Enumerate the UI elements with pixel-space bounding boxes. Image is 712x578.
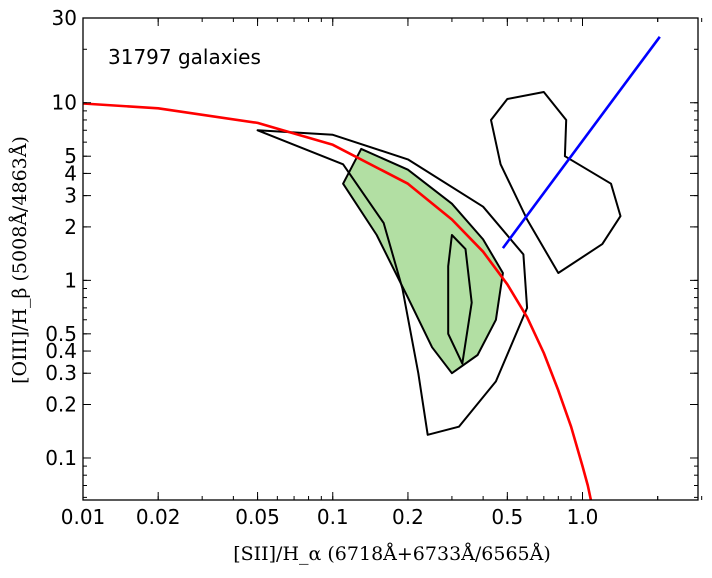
y-tick-label: 2 bbox=[64, 215, 77, 239]
y-axis-label: [OIII]/H_β (5008Å/4863Å) bbox=[9, 136, 31, 384]
y-tick-label: 1 bbox=[64, 268, 77, 292]
x-tick-label: 0.5 bbox=[491, 505, 523, 529]
y-tick-label: 4 bbox=[64, 161, 77, 185]
x-tick-label: 1.0 bbox=[567, 505, 599, 529]
y-tick-label: 3 bbox=[64, 184, 77, 208]
density-contour bbox=[342, 147, 504, 375]
x-axis-label: [SII]/H_α (6718Å+6733Å/6565Å) bbox=[233, 543, 551, 565]
x-tick-label: 0.01 bbox=[61, 505, 106, 529]
plot-frame bbox=[82, 17, 699, 501]
y-tick-label: 0.1 bbox=[45, 446, 77, 470]
x-tick-label: 0.2 bbox=[392, 505, 424, 529]
y-tick-label: 5 bbox=[64, 144, 77, 168]
y-tick-label: 0.5 bbox=[45, 322, 77, 346]
y-tick-label: 30 bbox=[52, 6, 77, 30]
liner-seyfert-line bbox=[501, 36, 661, 249]
y-tick-label: 0.3 bbox=[45, 361, 77, 385]
x-tick-label: 0.05 bbox=[235, 505, 280, 529]
kewley-curve bbox=[83, 102, 593, 500]
lines-layer bbox=[83, 36, 661, 500]
density-contour bbox=[256, 129, 529, 436]
y-tick-label: 10 bbox=[52, 91, 77, 115]
density-contour bbox=[447, 234, 473, 365]
x-tick-label: 0.02 bbox=[136, 505, 181, 529]
density-contour bbox=[490, 91, 622, 274]
ticks-layer: 0.01 0.02 0.05 0.1 0.2 0.5 1.00.10.20.30.40.51… bbox=[45, 6, 703, 529]
x-tick-label: 0.1 bbox=[317, 505, 349, 529]
contour-layer bbox=[256, 91, 622, 436]
galaxy-count-annotation: 31797 galaxies bbox=[108, 45, 261, 69]
y-tick-label: 0.4 bbox=[45, 339, 77, 363]
y-tick-label: 0.2 bbox=[45, 393, 77, 417]
